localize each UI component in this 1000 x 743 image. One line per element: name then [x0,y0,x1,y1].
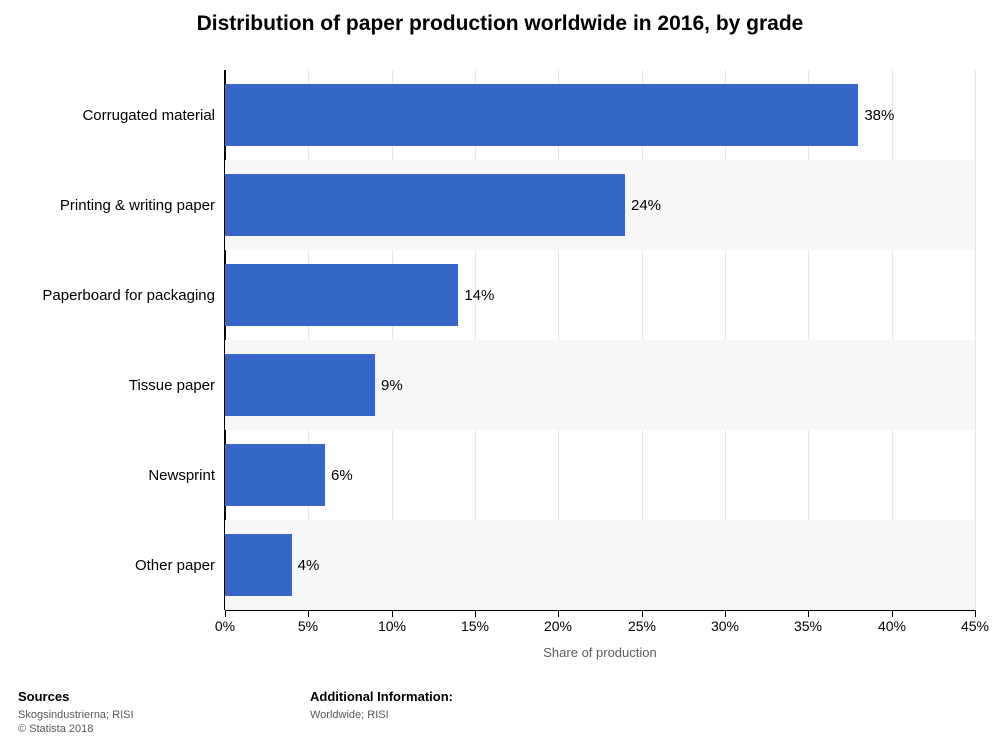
x-tick-label: 5% [298,618,318,634]
sources-line: Skogsindustrierna; RISI [18,708,134,723]
bar [225,264,458,326]
bar-value-label: 6% [331,430,353,520]
additional-info-heading: Additional Information: [310,688,453,706]
x-tick-mark [558,610,559,617]
x-tick-label: 30% [711,618,739,634]
additional-info-line: Worldwide; RISI [310,708,453,723]
bar-value-label: 24% [631,160,661,250]
category-band: 38%Corrugated material [225,70,975,160]
category-label: Corrugated material [0,70,215,160]
x-tick-mark [225,610,226,617]
x-tick-mark [308,610,309,617]
category-band: 4%Other paper [225,520,975,610]
bar-value-label: 14% [464,250,494,340]
x-tick-mark [642,610,643,617]
sources-heading: Sources [18,688,134,706]
x-tick-mark [392,610,393,617]
x-tick-mark [725,610,726,617]
x-tick-label: 40% [878,618,906,634]
category-label: Other paper [0,520,215,610]
category-band: 9%Tissue paper [225,340,975,430]
bar-value-label: 38% [864,70,894,160]
bar-value-label: 4% [298,520,320,610]
x-tick-mark [808,610,809,617]
x-tick-label: 15% [461,618,489,634]
sources-copyright: © Statista 2018 [18,722,134,737]
x-tick-label: 0% [215,618,235,634]
category-band: 6%Newsprint [225,430,975,520]
bar-value-label: 9% [381,340,403,430]
x-tick-mark [475,610,476,617]
x-tick-label: 45% [961,618,989,634]
gridline [975,70,976,610]
plot-area: Share of production 0%5%10%15%20%25%30%3… [225,70,975,610]
category-label: Tissue paper [0,340,215,430]
x-tick-label: 10% [378,618,406,634]
x-axis-title: Share of production [225,645,975,660]
category-label: Printing & writing paper [0,160,215,250]
x-tick-mark [892,610,893,617]
bar [225,534,292,596]
category-label: Paperboard for packaging [0,250,215,340]
bar [225,174,625,236]
chart-container: Distribution of paper production worldwi… [0,0,1000,743]
chart-title: Distribution of paper production worldwi… [0,12,1000,36]
category-band: 14%Paperboard for packaging [225,250,975,340]
bar [225,444,325,506]
x-tick-label: 25% [628,618,656,634]
x-tick-label: 35% [794,618,822,634]
sources-block: Sources Skogsindustrierna; RISI © Statis… [18,688,134,737]
bar [225,354,375,416]
x-tick-mark [975,610,976,617]
category-label: Newsprint [0,430,215,520]
bar [225,84,858,146]
x-tick-label: 20% [544,618,572,634]
category-band: 24%Printing & writing paper [225,160,975,250]
additional-info-block: Additional Information: Worldwide; RISI [310,688,453,722]
